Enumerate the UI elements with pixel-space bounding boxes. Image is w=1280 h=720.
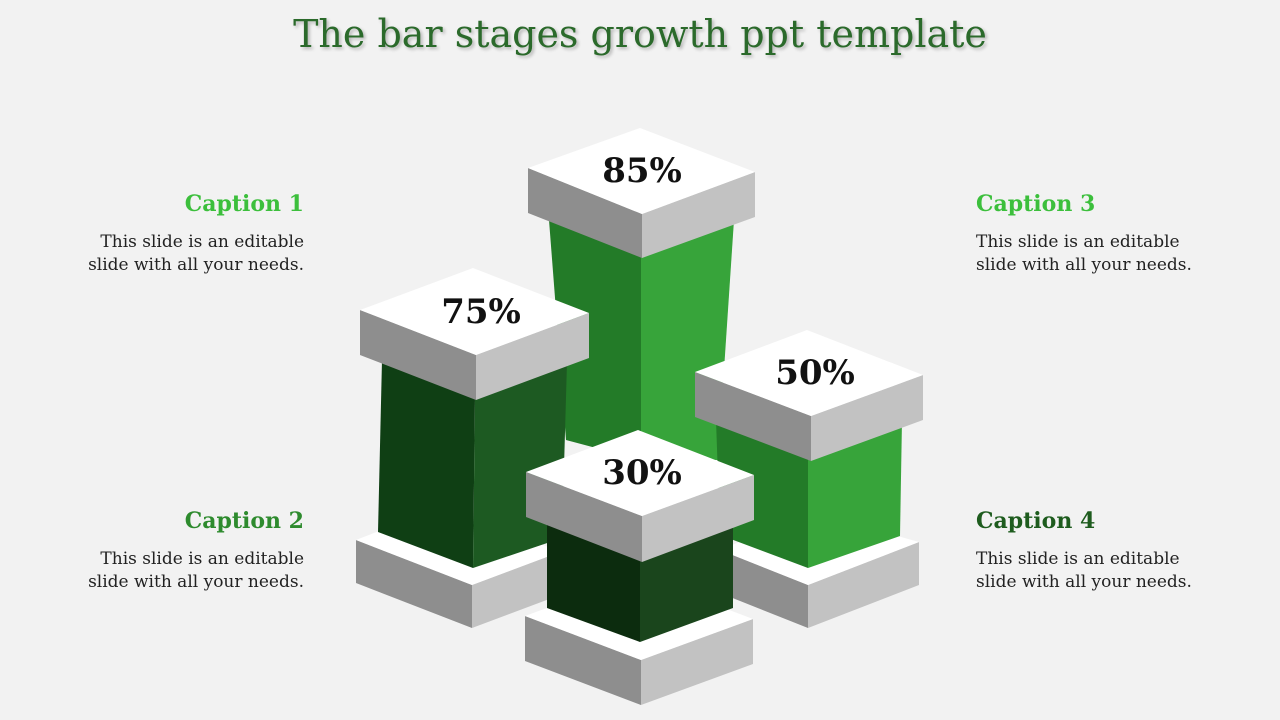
caption-4-line-1: This slide is an editable [976,549,1180,569]
caption-3: Caption 3 This slide is an editable slid… [976,191,1216,277]
bar-2-cap-right [642,172,755,258]
bar-1-cap-right [476,313,589,400]
caption-2-line-2: slide with all your needs. [88,572,304,592]
caption-4-text: This slide is an editable slide with all… [976,548,1216,594]
caption-3-heading: Caption 3 [976,191,1096,217]
caption-1: Caption 1 This slide is an editable slid… [64,191,304,277]
bar-2-cap-top [528,128,755,214]
bar-4-group: 30% [525,430,754,705]
bar-3-left-face [716,420,808,568]
bar-3-right-face [808,420,902,568]
caption-1-text: This slide is an editable slide with all… [64,231,304,277]
bar-4-cap-right [642,475,754,562]
bar-3-cap-right [811,375,923,461]
bar-3-group: 50% [695,330,923,628]
bar-4-base-left [525,616,641,705]
caption-2-line-1: This slide is an editable [100,549,304,569]
bar-2-group: 85% [528,128,755,460]
bar-2-cap-left [528,168,642,258]
caption-1-heading: Caption 1 [184,191,304,217]
caption-1-line-2: slide with all your needs. [88,255,304,275]
caption-3-text: This slide is an editable slide with all… [976,231,1216,277]
bar-1-left-face [378,360,475,568]
bar-1-group: 75% [356,268,589,628]
bar-3-base-left [720,550,808,628]
bar-2-value-label: 85% [602,151,682,191]
bar-1-value-label: 75% [441,292,521,332]
caption-2-text: This slide is an editable slide with all… [64,548,304,594]
bar-2-left-face [549,220,641,460]
bar-1-base-right [472,552,560,628]
slide-title: The bar stages growth ppt template [293,12,987,56]
bar-3-cap-top [695,330,923,416]
bar-1-cap-top [360,268,589,355]
bar-3-base-right [808,542,919,628]
bar-4-cap-top [526,430,754,516]
bar-1-cap-left [360,310,476,400]
caption-3-line-1: This slide is an editable [976,232,1180,252]
bar-1-base-left [356,540,472,628]
bar-3-cap-left [695,372,811,461]
caption-2-heading: Caption 2 [184,508,304,534]
caption-1-line-1: This slide is an editable [100,232,304,252]
caption-3-line-2: slide with all your needs. [976,255,1192,275]
bar-4-cap-left [526,472,642,562]
bar-3-value-label: 50% [775,353,855,393]
bar-4-base-right [641,619,753,705]
caption-4-line-2: slide with all your needs. [976,572,1192,592]
caption-4-heading: Caption 4 [976,508,1096,534]
caption-4: Caption 4 This slide is an editable slid… [976,508,1216,594]
caption-2: Caption 2 This slide is an editable slid… [64,508,304,594]
bar-4-value-label: 30% [602,453,682,493]
